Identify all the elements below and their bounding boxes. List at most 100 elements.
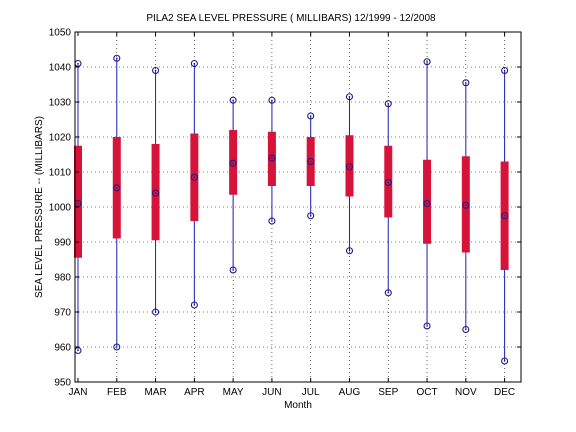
chart-title: PILA2 SEA LEVEL PRESSURE ( MILLIBARS) 12… <box>146 13 436 24</box>
median-marker-dot <box>503 214 506 217</box>
min-marker-dot <box>465 328 467 331</box>
box-jun <box>267 96 276 225</box>
median-marker-dot <box>154 192 157 194</box>
max-marker-dot <box>503 69 506 72</box>
min-marker <box>113 343 121 351</box>
box-oct <box>423 58 432 330</box>
y-tick-label: 950 <box>54 378 71 389</box>
x-tick-label: MAY <box>223 387 244 398</box>
y-axis-label: SEA LEVEL PRESSURE -- (MILLIBARS) <box>34 116 45 298</box>
min-marker <box>190 301 198 309</box>
median-marker <box>229 159 237 167</box>
x-tick-label: APR <box>184 387 205 398</box>
iqr-box <box>345 135 354 197</box>
max-marker <box>423 58 431 66</box>
median-marker-dot <box>465 204 467 207</box>
plot-frame <box>74 31 522 383</box>
max-marker <box>345 93 354 101</box>
y-tick-label: 1030 <box>49 98 72 109</box>
max-marker <box>501 66 509 75</box>
y-tick-label: 1050 <box>49 28 72 39</box>
y-tick-label: 1010 <box>49 168 72 179</box>
max-marker-dot <box>193 62 196 65</box>
x-tick-label: OCT <box>416 387 437 398</box>
median-marker <box>501 212 509 220</box>
iqr-box <box>384 145 393 218</box>
y-tick-label: 1020 <box>49 133 72 144</box>
max-marker <box>152 66 160 75</box>
max-marker <box>307 112 315 120</box>
x-tick-label: MAR <box>144 387 166 398</box>
median-marker-dot <box>387 181 390 184</box>
median-marker <box>113 184 121 192</box>
min-marker-dot <box>426 325 428 327</box>
x-tick-label: DEC <box>494 387 515 398</box>
max-marker-dot <box>348 95 351 98</box>
y-tick-label: 1000 <box>49 203 72 214</box>
max-marker-dot <box>115 57 118 60</box>
x-tick-label: JAN <box>69 387 88 398</box>
box-may <box>229 96 238 274</box>
min-marker <box>307 212 315 220</box>
iqr-box <box>229 130 238 195</box>
max-marker <box>113 54 121 62</box>
median-marker <box>307 157 315 166</box>
min-marker <box>462 325 470 334</box>
max-marker-dot <box>154 69 157 72</box>
x-tick-label: JUN <box>262 387 281 398</box>
median-marker <box>190 173 198 181</box>
y-tick-label: 990 <box>54 238 71 249</box>
max-marker <box>462 79 470 87</box>
axis-ticks: 950 960 970 980 990 1000 1010 1020 1030 1040 1050 J… <box>49 28 521 398</box>
grid-lines <box>75 32 521 382</box>
x-tick-label: NOV <box>455 387 477 398</box>
min-marker <box>229 266 237 274</box>
x-axis-label: Month <box>284 400 312 411</box>
median-marker-dot <box>271 157 273 159</box>
y-tick-label: 980 <box>54 273 71 284</box>
max-marker <box>384 100 392 108</box>
min-marker <box>345 247 354 255</box>
max-marker-dot <box>77 62 79 65</box>
min-marker <box>152 308 160 316</box>
min-marker-dot <box>115 346 118 348</box>
box-apr <box>190 59 199 309</box>
min-marker-dot <box>387 291 390 294</box>
iqr-box <box>461 156 470 253</box>
min-marker-dot <box>271 220 273 222</box>
max-marker-dot <box>309 115 312 117</box>
median-marker-dot <box>193 176 196 179</box>
min-marker <box>501 357 509 365</box>
box-nov <box>461 79 470 334</box>
max-marker <box>229 96 237 104</box>
box-jul <box>306 112 315 220</box>
y-tick-label: 970 <box>54 308 71 319</box>
iqr-box <box>423 159 432 244</box>
min-marker <box>384 289 392 297</box>
x-tick-label: JUL <box>302 387 320 398</box>
y-tick-label: 960 <box>54 343 71 354</box>
max-marker <box>268 96 276 104</box>
median-marker-dot <box>309 160 312 163</box>
iqr-box <box>74 145 82 258</box>
min-marker-dot <box>193 304 196 306</box>
max-marker-dot <box>465 81 467 84</box>
x-tick-label: SEP <box>378 387 398 398</box>
iqr-box <box>267 131 276 186</box>
median-marker <box>462 201 470 209</box>
median-marker-dot <box>232 162 234 165</box>
box-feb <box>112 54 121 351</box>
min-marker <box>423 322 431 330</box>
iqr-box <box>151 144 160 241</box>
median-marker <box>345 163 354 171</box>
median-marker-dot <box>77 202 79 205</box>
box-aug <box>345 93 354 255</box>
x-tick-label: FEB <box>107 387 127 398</box>
min-marker-dot <box>503 360 506 362</box>
min-marker-dot <box>309 214 312 217</box>
box-plot-marks <box>74 54 509 365</box>
max-marker-dot <box>426 60 428 63</box>
x-tick-label: AUG <box>339 387 361 398</box>
min-marker-dot <box>232 269 234 271</box>
